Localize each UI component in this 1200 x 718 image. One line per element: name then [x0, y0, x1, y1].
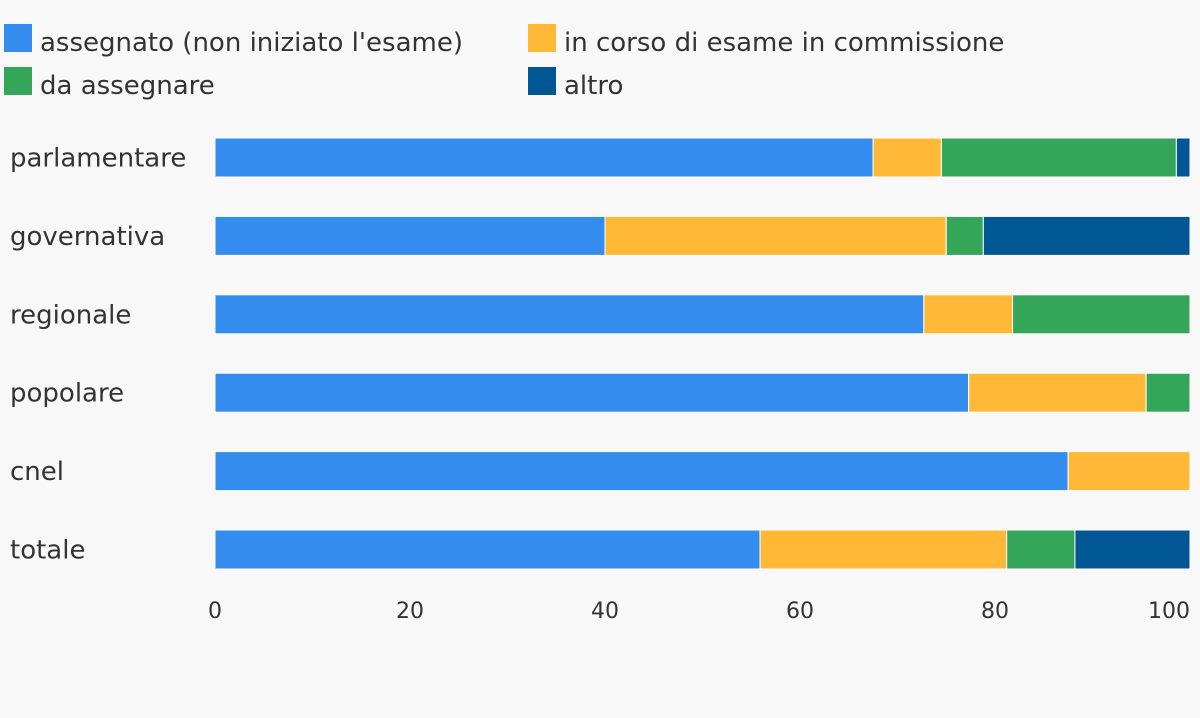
category-label: governativa	[10, 222, 165, 252]
category-label: regionale	[10, 300, 131, 330]
bar-segment[interactable]	[1145, 372, 1191, 413]
plot-area	[214, 137, 1191, 570]
bar-segment[interactable]	[872, 137, 942, 178]
bar-segment[interactable]	[214, 137, 874, 178]
legend-label: da assegnare	[40, 71, 215, 101]
bar-segment[interactable]	[604, 215, 947, 256]
bar-segment[interactable]	[214, 294, 925, 335]
category-axis: parlamentare governativa regionale popolare…	[10, 144, 186, 566]
legend: assegnato (non iniziato l'esame) in cors…	[4, 24, 1004, 101]
bar-segment[interactable]	[759, 529, 1008, 570]
legend-swatch	[528, 67, 556, 95]
legend-label: assegnato (non iniziato l'esame)	[40, 28, 463, 58]
bar-segment[interactable]	[982, 215, 1191, 256]
bar-segment[interactable]	[1074, 529, 1191, 570]
bar-segment[interactable]	[1012, 294, 1191, 335]
bar-segment[interactable]	[1175, 137, 1191, 178]
bar-segment[interactable]	[214, 451, 1069, 492]
legend-swatch	[4, 24, 32, 52]
legend-label: in corso di esame in commissione	[564, 28, 1004, 58]
category-label: parlamentare	[10, 144, 186, 174]
category-label: cnel	[10, 457, 64, 487]
legend-item[interactable]: in corso di esame in commissione	[528, 24, 1004, 58]
category-label: popolare	[10, 379, 124, 409]
legend-label: altro	[564, 71, 623, 101]
bar-segment[interactable]	[214, 372, 970, 413]
legend-item[interactable]: altro	[528, 67, 623, 101]
x-tick-label: 40	[591, 599, 619, 624]
x-tick-label: 60	[786, 599, 814, 624]
legend-swatch	[528, 24, 556, 52]
legend-swatch	[4, 67, 32, 95]
bar-segment[interactable]	[1006, 529, 1076, 570]
bar-segment[interactable]	[923, 294, 1014, 335]
bar-segment[interactable]	[945, 215, 984, 256]
bar-segment[interactable]	[968, 372, 1147, 413]
x-tick-label: 20	[396, 599, 424, 624]
category-label: totale	[10, 536, 85, 566]
bar-segment[interactable]	[1067, 451, 1191, 492]
bar-segment[interactable]	[214, 215, 606, 256]
bar-segment[interactable]	[214, 529, 761, 570]
legend-item[interactable]: da assegnare	[4, 67, 215, 101]
x-tick-label: 0	[208, 599, 222, 624]
legend-item[interactable]: assegnato (non iniziato l'esame)	[4, 24, 463, 58]
x-tick-label: 80	[981, 599, 1009, 624]
x-tick-label: 100	[1148, 599, 1190, 624]
bar-segment[interactable]	[940, 137, 1177, 178]
value-axis: 0 20 40 60 80 100	[208, 599, 1190, 624]
